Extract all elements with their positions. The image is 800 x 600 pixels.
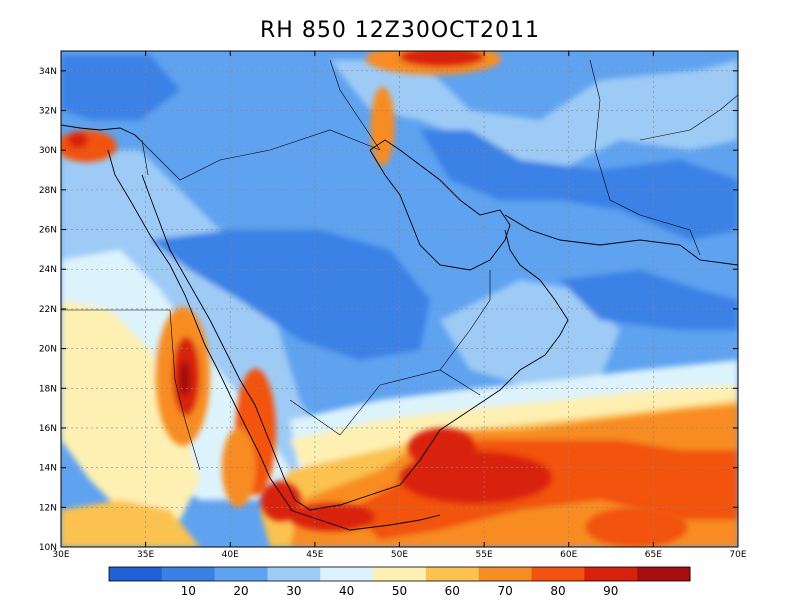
y-tick-label: 18N — [39, 384, 57, 394]
field-band-sea — [560, 270, 738, 330]
field-band-iran — [420, 130, 738, 240]
plot-area — [61, 51, 738, 547]
coast-red-sea-east — [141, 174, 569, 511]
colorbar-swatch — [267, 567, 321, 581]
border-sudan-eritrea — [169, 309, 201, 471]
border-afghan-pak — [639, 94, 738, 141]
colorbar-swatch — [214, 567, 268, 581]
rh-core — [399, 51, 485, 67]
colorbar-swatch — [531, 567, 585, 581]
x-tick-label: 55E — [476, 550, 493, 560]
x-tick-label: 40E — [222, 550, 239, 560]
y-tick-label: 20N — [39, 345, 57, 355]
colorbar-swatch — [161, 567, 216, 581]
y-tick-label: 26N — [39, 226, 57, 236]
y-tick-label: 24N — [39, 265, 57, 275]
border-egypt-israel — [141, 139, 149, 176]
x-tick-label: 65E — [645, 550, 662, 560]
coast-red-sea-west — [107, 149, 293, 511]
colorbar-swatch — [478, 567, 533, 581]
colorbar-swatch — [584, 567, 638, 581]
coast-somalia — [289, 509, 441, 531]
field-band-yellow-west — [61, 300, 200, 520]
rh-core — [585, 507, 688, 547]
colorbar-label: 70 — [497, 584, 512, 598]
y-tick-label: 10N — [39, 543, 57, 553]
x-tick-label: 35E — [137, 550, 154, 560]
colorbar-label: 20 — [233, 584, 248, 598]
colorbar-frame — [108, 566, 691, 582]
y-tick-label: 34N — [39, 67, 57, 77]
rh-core — [67, 132, 89, 149]
colorbar-label: 90 — [603, 584, 618, 598]
colorbar-label: 80 — [550, 584, 565, 598]
x-tick-label: 60E — [560, 550, 577, 560]
colorbar-label: 50 — [392, 584, 407, 598]
border-saudi-yemen — [289, 369, 481, 436]
y-tick-label: 12N — [39, 503, 57, 513]
colorbar-label: 10 — [181, 584, 196, 598]
borders — [61, 59, 738, 471]
colorbar-swatch — [373, 567, 427, 581]
field-band-north — [330, 60, 738, 180]
x-tick-label: 45E — [306, 550, 323, 560]
y-tick-label: 14N — [39, 464, 57, 474]
border-saudi-jordan-iraq — [139, 129, 381, 181]
border-iran-afghan — [589, 59, 701, 256]
coast-med — [61, 124, 141, 141]
colorbar-swatch — [425, 567, 480, 581]
coast-gulf — [369, 139, 511, 271]
y-tick-label: 28N — [39, 186, 57, 196]
y-tick-label: 30N — [39, 146, 57, 156]
y-tick-label: 16N — [39, 424, 57, 434]
rh-core — [178, 360, 191, 397]
coast-iran-south — [504, 214, 738, 266]
colorbar: 10 20 30 40 50 60 70 80 90 — [108, 566, 691, 598]
rh-core — [61, 130, 117, 163]
map-title: RH 850 12Z30OCT2011 — [260, 18, 540, 43]
rh-core — [370, 86, 395, 167]
y-tick-label: 32N — [39, 107, 57, 117]
x-tick-label: 70E — [729, 550, 746, 560]
colorbar-swatch — [637, 567, 691, 581]
colorbar-swatch — [109, 567, 163, 581]
axes: 30E 35E 40E 45E 50E 55E 60E 65E 70E 10N 12N 14N 16N 1… — [39, 51, 747, 560]
rh-core — [260, 481, 302, 522]
x-tick-label: 50E — [391, 550, 408, 560]
rh-high-cores — [61, 51, 688, 547]
colorbar-label: 30 — [286, 584, 301, 598]
coastlines — [61, 124, 738, 531]
border-saudi-oman — [439, 270, 491, 371]
field-band-central — [150, 230, 430, 360]
field-band-orange-west — [61, 500, 200, 547]
field-band-nw — [61, 55, 180, 120]
y-tick-label: 22N — [39, 305, 57, 315]
border-iraq-iran — [329, 59, 381, 151]
colorbar-label: 40 — [339, 584, 354, 598]
colorbar-label: 60 — [445, 584, 460, 598]
x-tick-label: 30E — [52, 550, 69, 560]
rh-core — [407, 427, 476, 468]
colorbar-swatch — [320, 567, 374, 581]
